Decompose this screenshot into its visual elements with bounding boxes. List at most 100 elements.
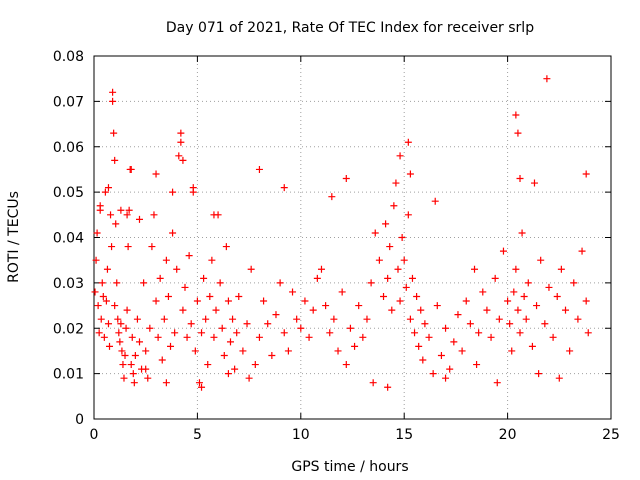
- data-point: [255, 165, 263, 173]
- data-point: [206, 292, 214, 300]
- data-point: [483, 306, 491, 314]
- data-point: [578, 247, 586, 255]
- data-point: [94, 302, 102, 310]
- y-axis-label: ROTI / TECUs: [6, 191, 22, 283]
- data-point: [102, 297, 110, 305]
- y-tick-label: 0.07: [53, 94, 84, 110]
- data-point: [276, 279, 284, 287]
- data-point: [413, 292, 421, 300]
- data-point: [429, 370, 437, 378]
- data-point: [158, 356, 166, 364]
- data-point: [504, 297, 512, 305]
- data-point: [181, 283, 189, 291]
- data-point: [530, 179, 538, 187]
- data-point: [110, 129, 118, 137]
- data-point: [367, 279, 375, 287]
- data-point: [243, 320, 251, 328]
- data-point: [415, 342, 423, 350]
- data-point: [355, 302, 363, 310]
- data-point: [528, 342, 536, 350]
- data-point: [109, 97, 117, 105]
- data-point: [369, 379, 377, 387]
- data-point: [284, 347, 292, 355]
- data-point: [342, 175, 350, 183]
- data-point: [198, 329, 206, 337]
- data-point: [404, 138, 412, 146]
- data-point: [99, 292, 107, 300]
- data-point: [419, 356, 427, 364]
- data-point: [191, 347, 199, 355]
- data-point: [152, 170, 160, 178]
- data-point: [187, 320, 195, 328]
- data-point: [549, 333, 557, 341]
- data-point: [124, 243, 132, 251]
- data-point: [106, 342, 114, 350]
- data-point: [175, 152, 183, 160]
- data-point: [328, 193, 336, 201]
- y-tick-label: 0.06: [53, 140, 84, 156]
- data-point: [342, 361, 350, 369]
- data-point: [514, 306, 522, 314]
- data-point: [117, 206, 125, 214]
- data-point: [108, 243, 116, 251]
- data-point: [150, 211, 158, 219]
- data-point: [442, 324, 450, 332]
- data-point: [140, 279, 148, 287]
- data-point: [123, 211, 131, 219]
- data-point: [260, 297, 268, 305]
- data-point: [562, 306, 570, 314]
- data-point: [218, 324, 226, 332]
- data-point: [322, 302, 330, 310]
- data-point: [202, 315, 210, 323]
- data-point: [396, 152, 404, 160]
- data-point: [475, 329, 483, 337]
- data-point: [177, 138, 185, 146]
- data-point: [384, 274, 392, 282]
- data-point: [326, 329, 334, 337]
- data-point: [386, 243, 394, 251]
- data-point: [313, 274, 321, 282]
- data-point: [421, 320, 429, 328]
- data-points: [91, 75, 592, 391]
- data-point: [97, 315, 105, 323]
- data-point: [582, 297, 590, 305]
- data-point: [116, 338, 124, 346]
- data-point: [129, 370, 137, 378]
- data-point: [169, 229, 177, 237]
- data-point: [404, 211, 412, 219]
- data-point: [508, 347, 516, 355]
- y-tick-label: 0: [75, 412, 84, 428]
- data-point: [390, 202, 398, 210]
- data-point: [146, 324, 154, 332]
- data-point: [537, 256, 545, 264]
- y-tick-label: 0.03: [53, 276, 84, 292]
- data-point: [584, 329, 592, 337]
- data-point: [113, 279, 121, 287]
- data-point: [142, 347, 150, 355]
- data-point: [114, 315, 122, 323]
- data-point: [135, 338, 143, 346]
- data-point: [167, 342, 175, 350]
- data-point: [394, 265, 402, 273]
- data-point: [553, 292, 561, 300]
- data-point: [162, 256, 170, 264]
- data-point: [487, 333, 495, 341]
- data-point: [408, 274, 416, 282]
- data-point: [179, 156, 187, 164]
- data-point: [293, 315, 301, 323]
- data-point: [128, 333, 136, 341]
- data-point: [231, 365, 239, 373]
- data-point: [454, 311, 462, 319]
- data-point: [115, 329, 123, 337]
- x-tick-label: 5: [193, 427, 202, 443]
- data-point: [458, 347, 466, 355]
- data-point: [222, 243, 230, 251]
- data-point: [446, 365, 454, 373]
- data-point: [98, 279, 106, 287]
- grid: [94, 56, 611, 419]
- data-point: [280, 329, 288, 337]
- data-point: [245, 374, 253, 382]
- data-point: [375, 256, 383, 264]
- data-point: [189, 188, 197, 196]
- data-point: [466, 320, 474, 328]
